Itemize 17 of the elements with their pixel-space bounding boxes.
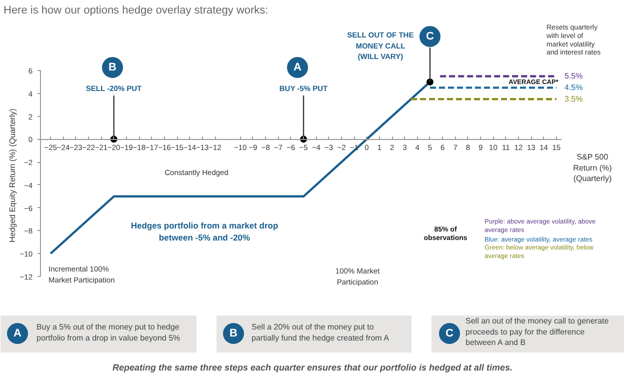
annotation: C (426, 30, 434, 42)
text: B (230, 328, 238, 340)
chart-title: Here is how our options hedge overlay strategy works: (4, 4, 268, 16)
text: A (14, 328, 22, 340)
annotation: A (294, 62, 302, 74)
text: C (446, 328, 454, 340)
text: Sell a 20% out of the money put to partially fund the hedge created from A (252, 322, 390, 342)
series-label: 3.5% (564, 94, 583, 104)
series-label: 4.5% (564, 83, 583, 92)
text: Buy a 5% out of the money put to hedge portfolio from a drop in value beyond 5% (36, 322, 180, 342)
text: Repeating the same three steps each quarter ensures that our portfolio is hedged at all times. (112, 362, 513, 372)
x-axis-title: S&P 500 Return (%) (Quarterly) (573, 152, 612, 184)
y-axis-title: Hedged Equity Return (%) (Quarterly) (8, 108, 17, 242)
annotation: B (108, 62, 117, 74)
annotation: Hedges portfolio from a market drop between -5% and -20% (130, 220, 278, 242)
text: Sell an out of the money call to generate proceeds to pay for the difference between A and B (466, 316, 610, 348)
series-label: 5.5% (564, 72, 583, 81)
